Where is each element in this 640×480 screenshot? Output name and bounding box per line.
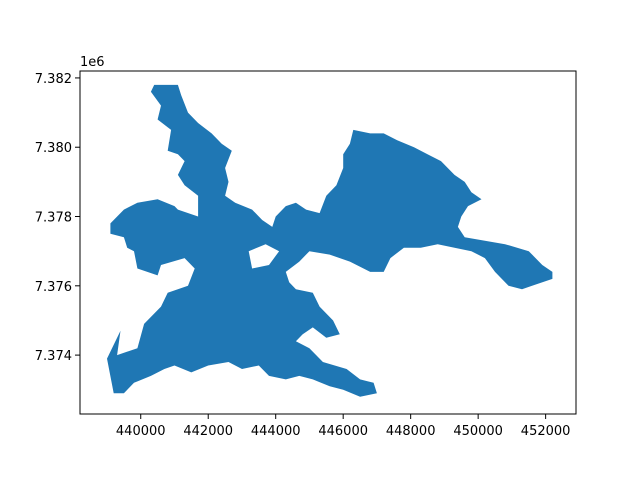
plot-frame [79, 70, 577, 415]
y-tick-label: 7.380 [35, 141, 72, 156]
x-tick-label: 448000 [386, 424, 436, 439]
x-axis: 440000 442000 444000 446000 448000 450000 4520… [116, 414, 571, 439]
map-layer [107, 84, 553, 397]
y-tick-label: 7.382 [35, 72, 72, 87]
x-tick-label: 452000 [521, 424, 571, 439]
x-tick-label: 444000 [251, 424, 301, 439]
x-tick-label: 450000 [453, 424, 503, 439]
y-axis: 7.374 7.376 7.378 7.380 7.382 [35, 72, 80, 364]
x-tick-label: 440000 [116, 424, 166, 439]
x-tick-label: 446000 [318, 424, 368, 439]
region-polygon [107, 84, 553, 397]
y-tick-label: 7.374 [35, 349, 72, 364]
y-tick-label: 7.378 [35, 211, 72, 226]
y-tick-label: 7.376 [35, 280, 72, 295]
y-offset-label: 1e6 [80, 55, 105, 70]
x-tick-label: 442000 [183, 424, 233, 439]
